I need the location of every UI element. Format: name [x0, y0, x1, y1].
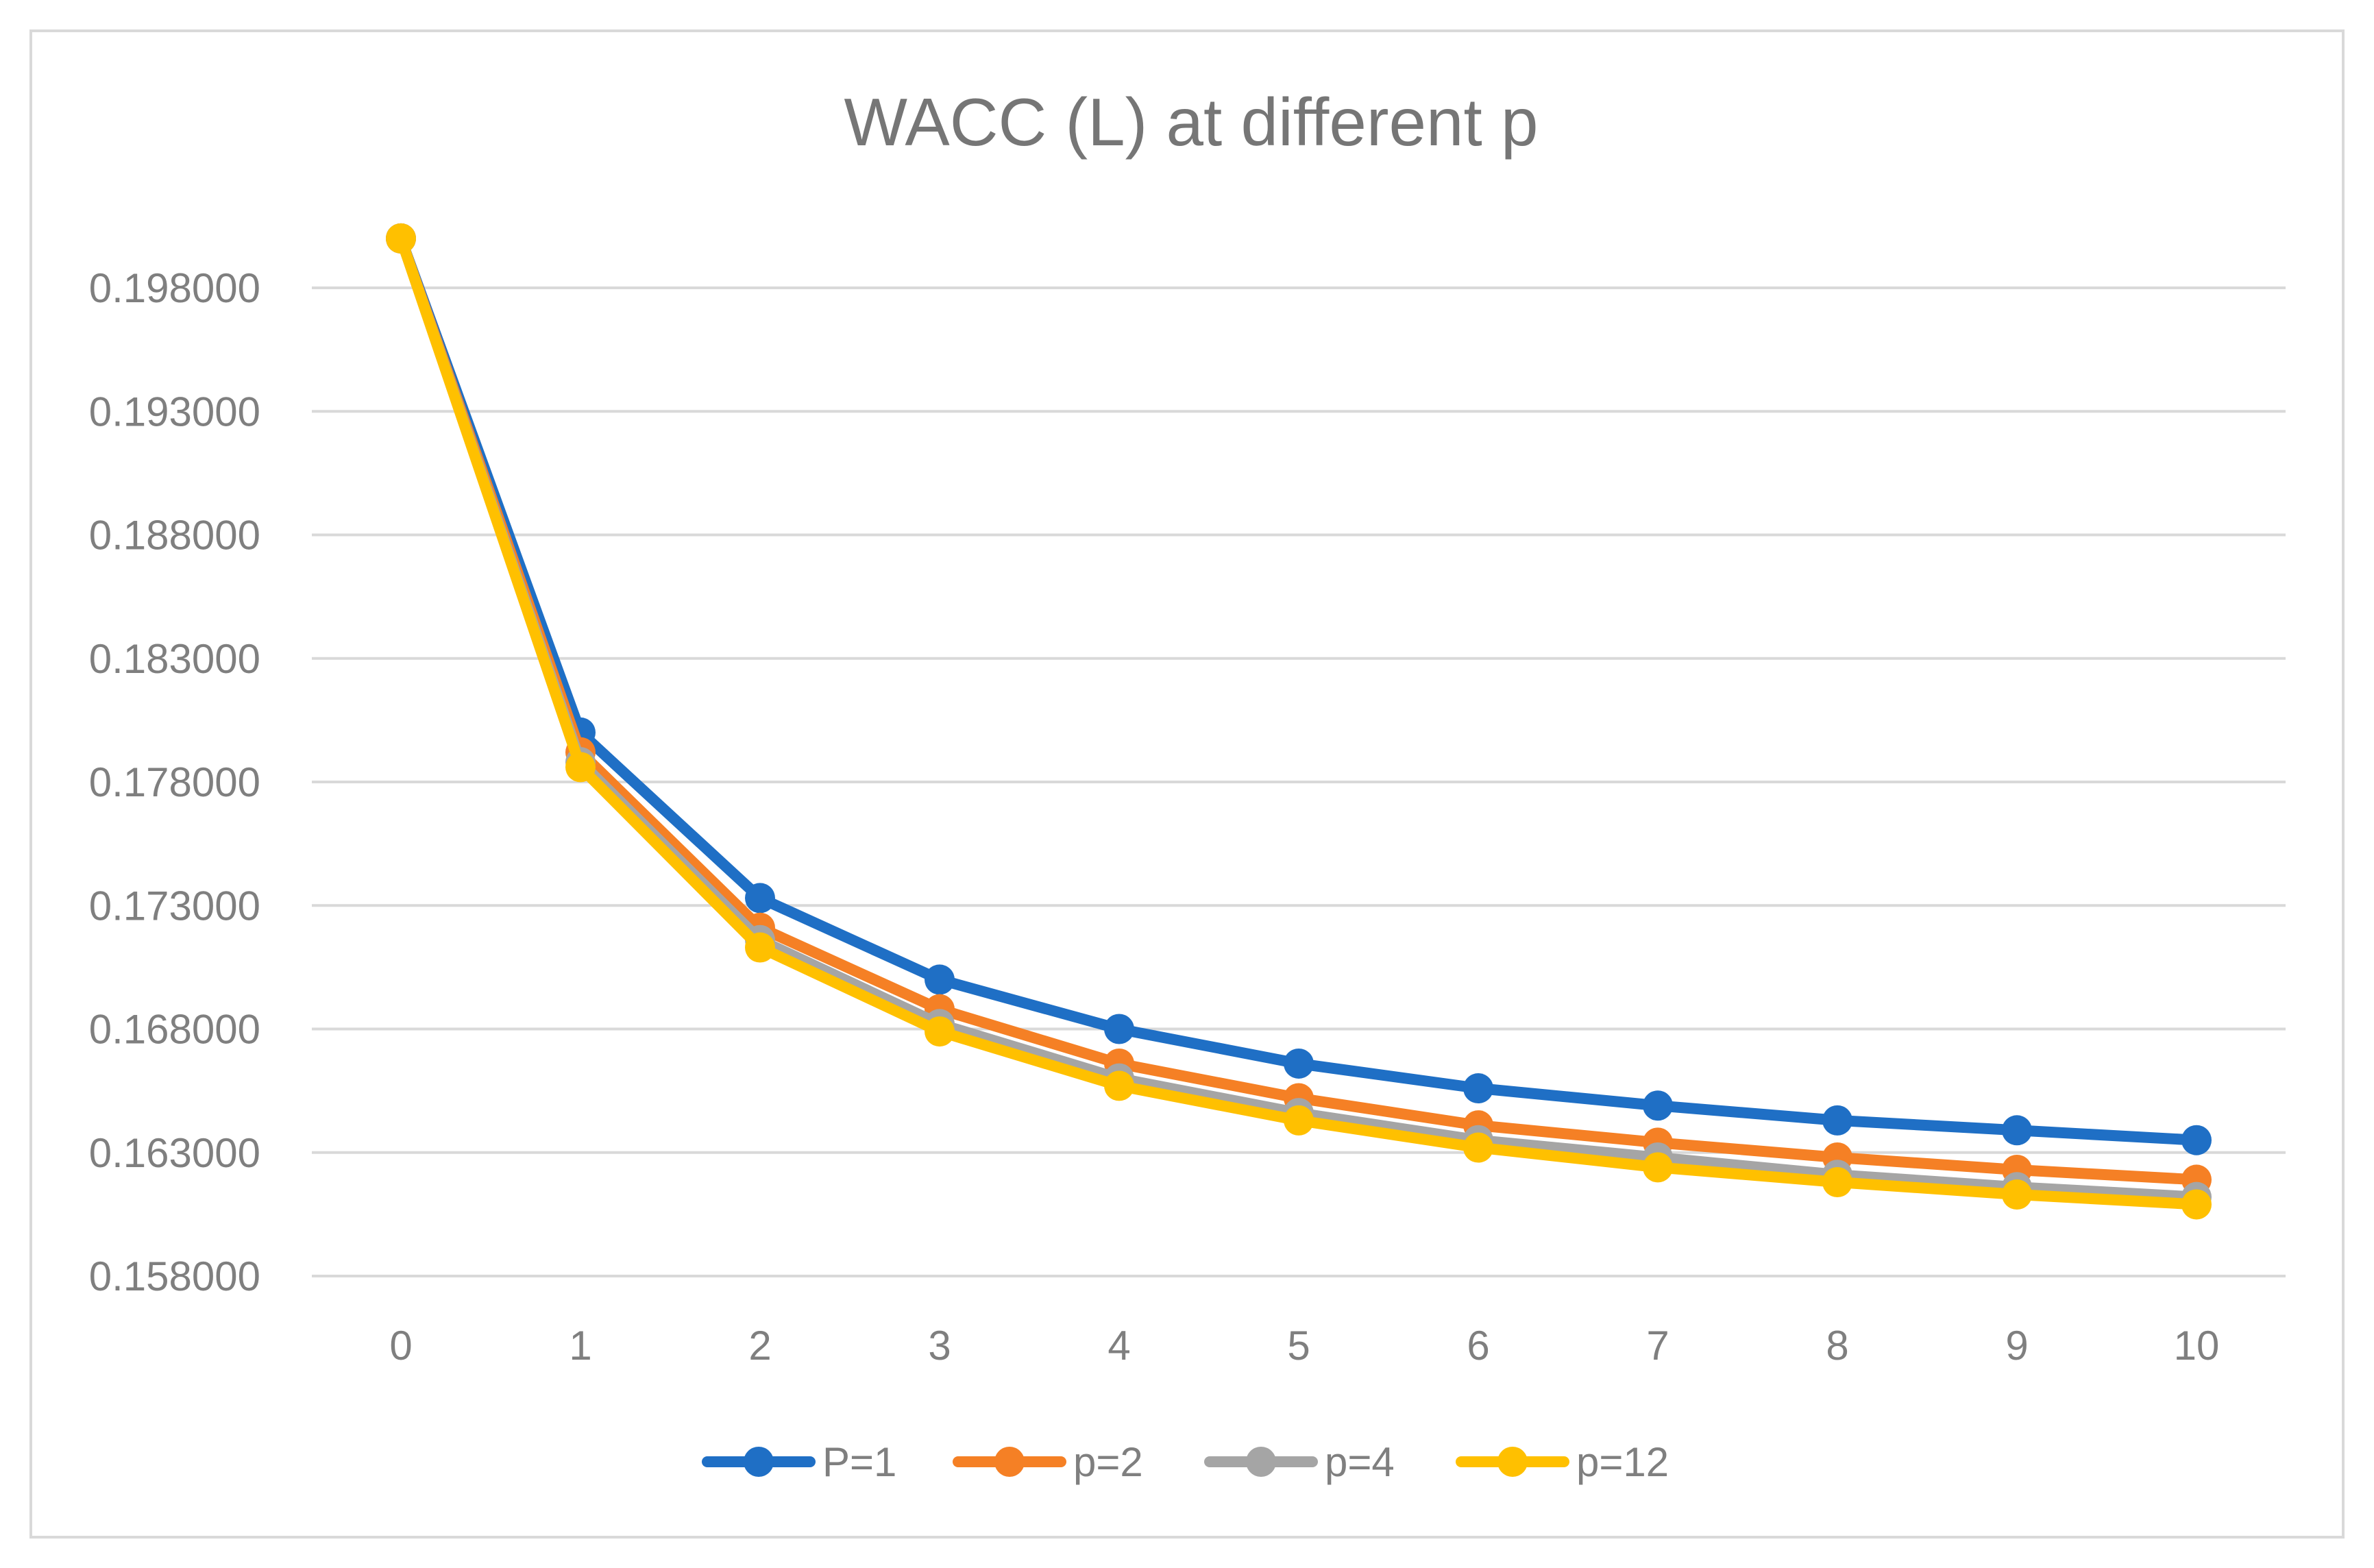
data-point	[386, 223, 416, 254]
x-tick-label: 5	[1287, 1323, 1310, 1369]
y-tick-label: 0.198000	[89, 265, 260, 311]
data-point	[1284, 1105, 1314, 1136]
legend-swatch-marker	[994, 1447, 1025, 1477]
y-tick-label: 0.163000	[89, 1130, 260, 1176]
x-tick-label: 6	[1467, 1323, 1489, 1369]
data-point	[745, 932, 775, 963]
x-tick-label: 9	[2005, 1323, 2028, 1369]
y-tick-label: 0.193000	[89, 389, 260, 434]
data-point	[925, 964, 955, 995]
data-point	[1463, 1132, 1493, 1163]
x-tick-label: 2	[748, 1323, 771, 1369]
y-tick-label: 0.183000	[89, 636, 260, 682]
legend-label: p=4	[1325, 1439, 1395, 1485]
data-point	[1822, 1105, 1852, 1136]
y-tick-label: 0.178000	[89, 759, 260, 805]
legend-item: p=2	[953, 1439, 1143, 1485]
legend-label: P=1	[822, 1439, 896, 1485]
data-point	[1104, 1070, 1134, 1101]
data-point	[745, 883, 775, 914]
data-point	[2002, 1179, 2032, 1210]
y-tick-label: 0.188000	[89, 513, 260, 559]
series-P=1	[386, 223, 2212, 1155]
series-lines	[386, 223, 2212, 1220]
data-point	[2181, 1189, 2212, 1220]
data-point	[1822, 1167, 1852, 1198]
y-axis-ticks: 0.158000 0.163000 0.168000 0.173000 0.178000…	[89, 265, 260, 1299]
x-tick-label: 7	[1646, 1323, 1669, 1369]
y-tick-label: 0.158000	[89, 1253, 260, 1299]
x-tick-label: 3	[928, 1323, 951, 1369]
data-point	[1104, 1014, 1134, 1044]
legend-item: P=1	[702, 1439, 896, 1485]
data-point	[2181, 1125, 2212, 1155]
x-axis-ticks: 0 1 2 3 4 5 6 7 8 9 10	[389, 1323, 2219, 1369]
y-tick-label: 0.168000	[89, 1007, 260, 1053]
x-tick-label: 0	[389, 1323, 412, 1369]
data-point	[1463, 1073, 1493, 1104]
x-tick-label: 1	[569, 1323, 591, 1369]
legend-label: p=2	[1073, 1439, 1143, 1485]
data-point	[925, 1016, 955, 1047]
series-p=12	[386, 223, 2212, 1220]
y-tick-label: 0.173000	[89, 883, 260, 929]
legend-swatch-marker	[1497, 1447, 1528, 1477]
legend-item: p=12	[1456, 1439, 1669, 1485]
x-tick-label: 4	[1108, 1323, 1130, 1369]
legend-label: p=12	[1576, 1439, 1669, 1485]
chart-frame	[29, 29, 2345, 1539]
chart-title: WACC (L) at different p	[844, 84, 1538, 160]
data-point	[565, 752, 596, 783]
x-tick-label: 10	[2174, 1323, 2220, 1369]
legend-swatch-marker	[744, 1447, 774, 1477]
x-tick-label: 8	[1826, 1323, 1848, 1369]
data-point	[1643, 1090, 1673, 1121]
legend-swatch-marker	[1246, 1447, 1276, 1477]
data-point	[2002, 1115, 2032, 1146]
legend-item: p=4	[1204, 1439, 1395, 1485]
data-point	[1284, 1048, 1314, 1079]
legend: P=1 p=2 p=4 p=12	[702, 1439, 1669, 1485]
data-point	[1643, 1152, 1673, 1183]
